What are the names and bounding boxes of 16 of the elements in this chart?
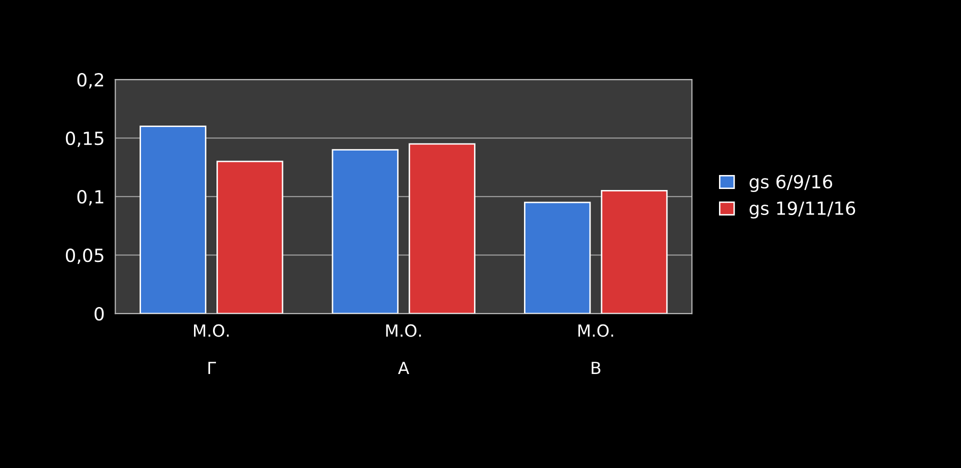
- y-tick-label: 0,2: [77, 73, 104, 89]
- bar: [216, 160, 284, 314]
- y-tick-label: 0: [94, 307, 104, 321]
- category-label: Μ.Ο. Γ: [194, 324, 229, 374]
- y-tick-label: 0,1: [77, 190, 104, 206]
- category-label: Μ.Ο. Α: [386, 324, 421, 374]
- bar: [332, 149, 399, 314]
- bar: [408, 143, 476, 314]
- legend-label: gs 19/11/16: [750, 201, 856, 219]
- y-tick-label: 0,05: [66, 248, 104, 264]
- bar: [600, 190, 668, 314]
- bar: [524, 202, 591, 314]
- legend-label: gs 6/9/16: [750, 174, 832, 192]
- bar: [140, 126, 206, 314]
- category-label: Μ.Ο. Β: [578, 324, 614, 374]
- y-tick-label: 0,15: [66, 132, 104, 148]
